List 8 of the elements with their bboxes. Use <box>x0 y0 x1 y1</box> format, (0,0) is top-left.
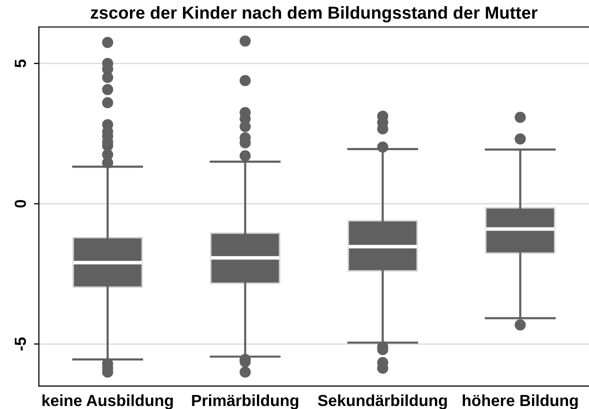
x-tick-label: keine Ausbildung <box>42 394 173 409</box>
y-tick-label: 5 <box>14 59 26 68</box>
x-tick-label: Sekundärbildung <box>318 394 447 409</box>
x-tick-label: höhere Bildung <box>462 394 578 409</box>
y-tick-label: 0 <box>14 200 26 208</box>
chart-title: zscore der Kinder nach dem Bildungsstand der Mutter <box>90 6 538 22</box>
y-tick-label: -5 <box>14 337 26 350</box>
x-tick-label: Primärbildung <box>192 394 298 409</box>
